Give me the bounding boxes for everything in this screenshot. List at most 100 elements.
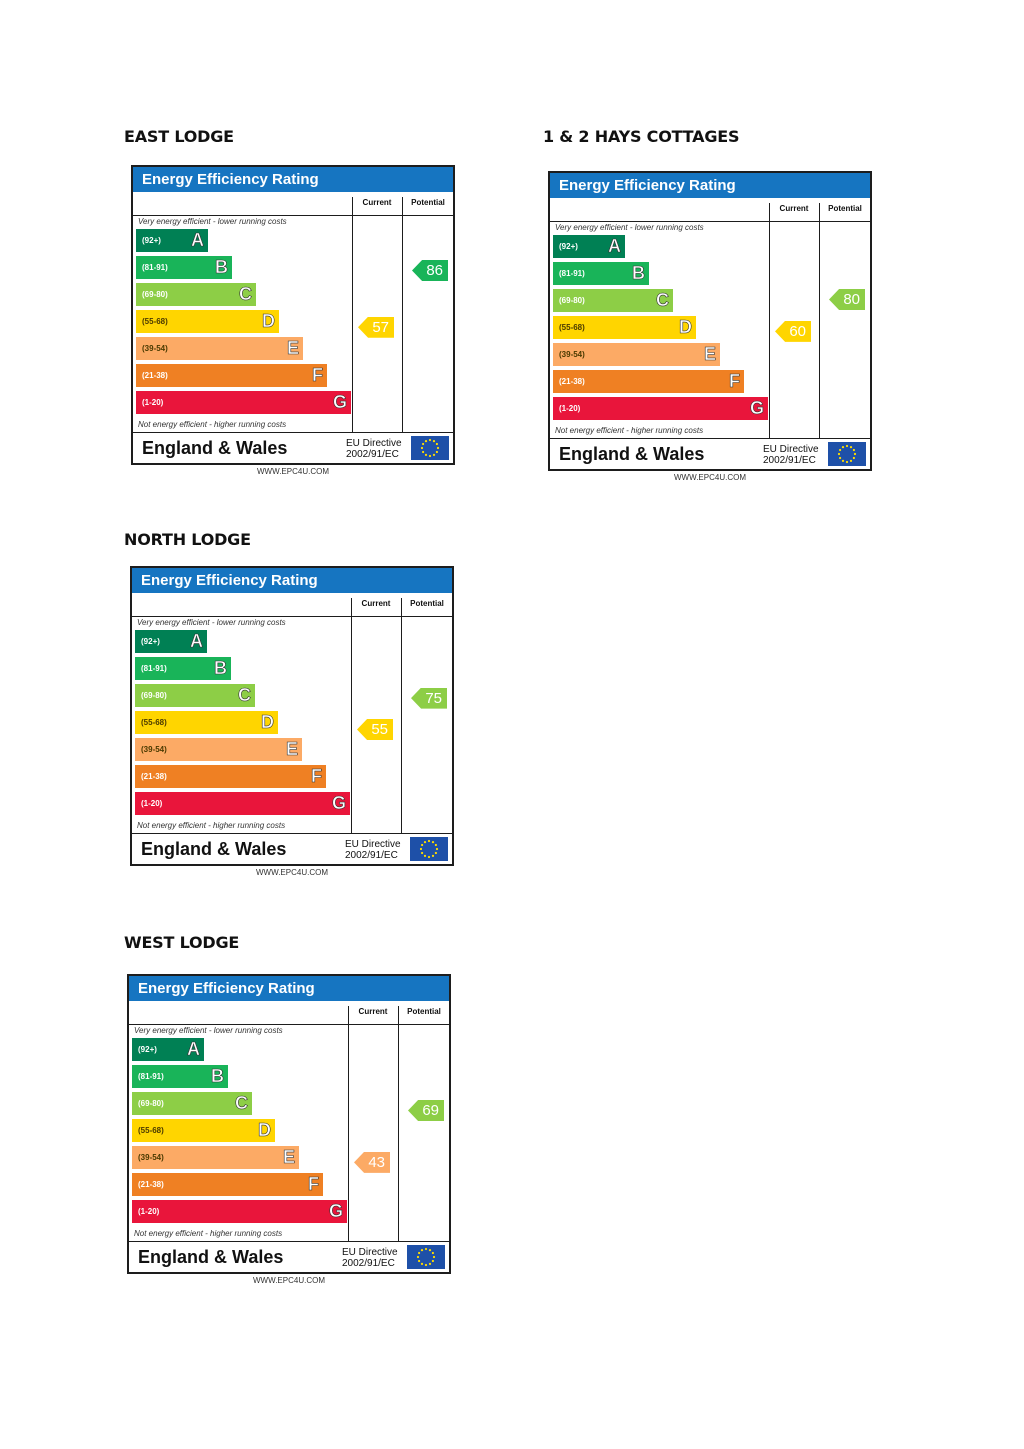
band-letter: E [285, 739, 299, 760]
epc-heading: Energy Efficiency Rating [133, 167, 453, 192]
rating-band-d: (55-68) D [135, 711, 278, 734]
current-rating-arrow: 60 [775, 320, 811, 342]
eu-directive-line2: 2002/91/EC [346, 449, 399, 460]
potential-column-header: Potential [828, 204, 862, 213]
band-letter: B [214, 658, 228, 679]
current-rating-arrow: 43 [354, 1151, 390, 1173]
band-range-label: (21-38) [559, 377, 585, 386]
epc-heading: Energy Efficiency Rating [550, 173, 870, 198]
eu-directive-line2: 2002/91/EC [763, 455, 816, 466]
current-column-header: Current [779, 204, 809, 213]
band-letter: E [286, 338, 300, 359]
band-letter: G [328, 1201, 344, 1222]
footer-divider [129, 1241, 449, 1242]
website-label: WWW.EPC4U.COM [674, 473, 746, 482]
band-range-label: (1-20) [142, 398, 164, 407]
band-range-label: (92+) [138, 1045, 157, 1054]
potential-column-header: Potential [410, 599, 444, 608]
website-label: WWW.EPC4U.COM [256, 868, 328, 877]
band-range-label: (39-54) [559, 350, 585, 359]
band-range-label: (1-20) [559, 404, 581, 413]
website-label: WWW.EPC4U.COM [257, 467, 329, 476]
column-divider [401, 598, 402, 834]
top-note: Very energy efficient - lower running co… [134, 1026, 283, 1035]
column-divider [352, 197, 353, 433]
rating-band-c: (69-80) C [135, 684, 255, 707]
rating-band-a: (92+) A [132, 1038, 204, 1061]
eu-directive-line1: EU Directive [342, 1247, 398, 1258]
rating-band-d: (55-68) D [136, 310, 279, 333]
band-range-label: (69-80) [559, 296, 585, 305]
bottom-note: Not energy efficient - higher running co… [134, 1229, 283, 1238]
rating-band-c: (69-80) C [136, 283, 256, 306]
eu-directive-line1: EU Directive [346, 438, 402, 449]
band-letter: E [282, 1147, 296, 1168]
column-divider [348, 1006, 349, 1242]
potential-column-header: Potential [411, 198, 445, 207]
epc-rating-box: Energy Efficiency Rating Current Potential… [548, 171, 872, 471]
band-letter: F [729, 371, 741, 392]
band-letter: A [608, 236, 622, 257]
rating-band-c: (69-80) C [132, 1092, 252, 1115]
eu-directive-line1: EU Directive [763, 444, 819, 455]
band-letter: B [632, 263, 646, 284]
band-letter: F [308, 1174, 320, 1195]
band-letter: B [211, 1066, 225, 1087]
rating-band-e: (39-54) E [553, 343, 720, 366]
band-range-label: (1-20) [138, 1207, 160, 1216]
top-note: Very energy efficient - lower running co… [138, 217, 287, 226]
eu-directive-label: EU Directive 2002/91/EC [342, 1247, 398, 1269]
band-range-label: (92+) [559, 242, 578, 251]
band-letter: D [679, 317, 693, 338]
rating-band-a: (92+) A [553, 235, 625, 258]
column-divider [398, 1006, 399, 1242]
band-range-label: (39-54) [142, 344, 168, 353]
eu-directive-line2: 2002/91/EC [345, 850, 398, 861]
section-title-west-lodge: WEST LODGE [124, 933, 240, 952]
eu-directive-label: EU Directive 2002/91/EC [346, 438, 402, 460]
rating-band-g: (1-20) G [132, 1200, 347, 1223]
eu-directive-line1: EU Directive [345, 839, 401, 850]
rating-band-g: (1-20) G [136, 391, 351, 414]
bottom-note: Not energy efficient - higher running co… [137, 821, 286, 830]
band-range-label: (81-91) [138, 1072, 164, 1081]
potential-rating-arrow: 75 [411, 687, 447, 709]
current-rating-arrow: 57 [358, 316, 394, 338]
eu-flag-icon [410, 837, 448, 861]
band-range-label: (55-68) [141, 718, 167, 727]
rating-band-f: (21-38) F [136, 364, 327, 387]
band-range-label: (55-68) [142, 317, 168, 326]
band-range-label: (21-38) [142, 371, 168, 380]
band-letter: C [238, 685, 252, 706]
band-range-label: (92+) [142, 236, 161, 245]
band-letter: C [235, 1093, 249, 1114]
rating-band-g: (1-20) G [135, 792, 350, 815]
band-range-label: (81-91) [559, 269, 585, 278]
column-divider [351, 598, 352, 834]
band-letter: G [331, 793, 347, 814]
header-divider [129, 1024, 449, 1025]
band-range-label: (69-80) [138, 1099, 164, 1108]
footer-divider [132, 833, 452, 834]
region-label: England & Wales [142, 438, 288, 458]
band-range-label: (55-68) [559, 323, 585, 332]
band-range-label: (81-91) [141, 664, 167, 673]
band-letter: A [187, 1039, 201, 1060]
rating-band-b: (81-91) B [553, 262, 649, 285]
website-label: WWW.EPC4U.COM [253, 1276, 325, 1285]
eu-directive-label: EU Directive 2002/91/EC [345, 839, 401, 861]
band-range-label: (39-54) [138, 1153, 164, 1162]
rating-band-f: (21-38) F [132, 1173, 323, 1196]
epc-rating-box: Energy Efficiency Rating Current Potential… [130, 566, 454, 866]
band-range-label: (69-80) [141, 691, 167, 700]
eu-flag-icon [828, 442, 866, 466]
footer-divider [550, 438, 870, 439]
rating-band-a: (92+) A [135, 630, 207, 653]
band-letter: C [656, 290, 670, 311]
band-range-label: (1-20) [141, 799, 163, 808]
column-divider [819, 203, 820, 439]
eu-flag-icon [407, 1245, 445, 1269]
footer-divider [133, 432, 453, 433]
potential-rating-arrow: 86 [412, 260, 448, 281]
band-letter: C [239, 284, 253, 305]
